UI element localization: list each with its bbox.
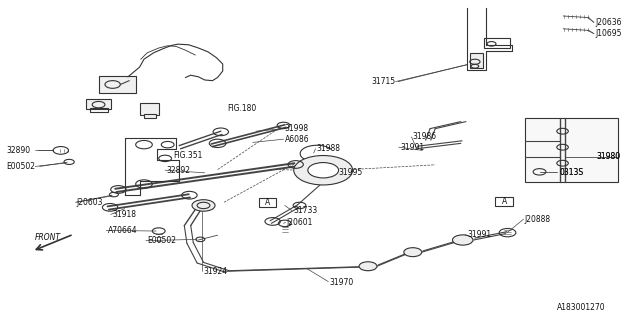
Circle shape — [294, 156, 353, 185]
Text: 31924: 31924 — [204, 267, 228, 276]
Bar — [140, 103, 159, 115]
Circle shape — [359, 262, 377, 271]
Text: 31980: 31980 — [596, 152, 621, 161]
Bar — [484, 38, 510, 48]
Bar — [259, 198, 276, 207]
Text: 31995: 31995 — [338, 168, 362, 177]
Text: 31991: 31991 — [467, 230, 492, 239]
Bar — [495, 197, 513, 206]
Text: 31986: 31986 — [413, 132, 437, 141]
Text: J20888: J20888 — [525, 215, 551, 224]
Circle shape — [452, 235, 473, 245]
Text: 31980: 31980 — [596, 152, 621, 161]
Text: J10695: J10695 — [595, 29, 621, 38]
Text: 0313S: 0313S — [560, 168, 584, 177]
Text: E00502: E00502 — [6, 162, 35, 171]
Text: FIG.180: FIG.180 — [227, 104, 257, 113]
Text: FIG.351: FIG.351 — [173, 151, 202, 160]
Text: J20636: J20636 — [595, 18, 621, 27]
Circle shape — [404, 248, 422, 257]
Circle shape — [192, 200, 215, 211]
Bar — [99, 76, 136, 93]
Circle shape — [308, 163, 339, 178]
Text: 31918: 31918 — [112, 210, 136, 219]
Bar — [144, 114, 156, 118]
Text: A: A — [265, 198, 270, 207]
Text: A70664: A70664 — [108, 226, 137, 235]
Bar — [86, 99, 111, 109]
Text: J20603: J20603 — [77, 198, 103, 207]
Text: E00502: E00502 — [147, 236, 176, 245]
Text: 31991: 31991 — [400, 143, 424, 152]
Bar — [90, 108, 108, 112]
Text: 31988: 31988 — [317, 144, 341, 153]
Text: 31998: 31998 — [285, 124, 309, 133]
Text: 31733: 31733 — [293, 206, 317, 215]
Text: 32890: 32890 — [6, 146, 31, 155]
Bar — [525, 118, 618, 182]
Text: A183001270: A183001270 — [557, 303, 605, 312]
Text: A: A — [502, 197, 507, 206]
Text: A6086: A6086 — [285, 135, 309, 144]
Text: 31970: 31970 — [330, 278, 354, 287]
Text: 32892: 32892 — [166, 166, 191, 175]
Text: FRONT: FRONT — [35, 233, 61, 242]
Text: 31715: 31715 — [371, 77, 396, 86]
Text: 0313S: 0313S — [560, 168, 584, 177]
Text: J20601: J20601 — [287, 218, 313, 227]
Bar — [470, 53, 483, 68]
